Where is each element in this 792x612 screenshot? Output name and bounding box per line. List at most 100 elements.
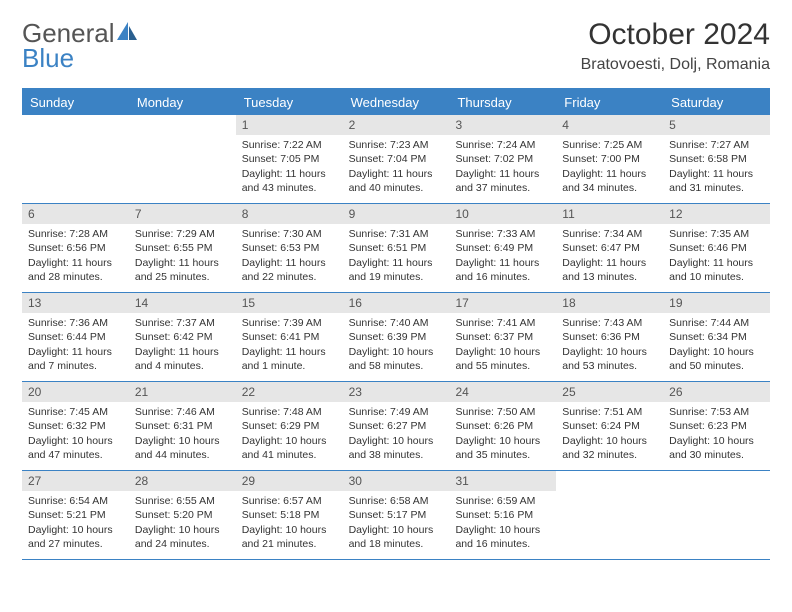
- cell-body: Sunrise: 6:57 AMSunset: 5:18 PMDaylight:…: [236, 491, 343, 557]
- cell-body: Sunrise: 7:23 AMSunset: 7:04 PMDaylight:…: [343, 135, 450, 201]
- day-number: 23: [343, 382, 450, 402]
- sunrise-text: Sunrise: 6:59 AM: [455, 494, 550, 508]
- sunrise-text: Sunrise: 7:28 AM: [28, 227, 123, 241]
- calendar-cell: 26Sunrise: 7:53 AMSunset: 6:23 PMDayligh…: [663, 382, 770, 470]
- calendar-cell: 10Sunrise: 7:33 AMSunset: 6:49 PMDayligh…: [449, 204, 556, 292]
- cell-body: Sunrise: 7:53 AMSunset: 6:23 PMDaylight:…: [663, 402, 770, 468]
- cell-body: Sunrise: 7:33 AMSunset: 6:49 PMDaylight:…: [449, 224, 556, 290]
- sunrise-text: Sunrise: 7:36 AM: [28, 316, 123, 330]
- sunset-text: Sunset: 6:32 PM: [28, 419, 123, 433]
- daylight-text: Daylight: 11 hours and 34 minutes.: [562, 167, 657, 195]
- daylight-text: Daylight: 11 hours and 16 minutes.: [455, 256, 550, 284]
- day-header-thursday: Thursday: [449, 90, 556, 115]
- sunset-text: Sunset: 6:39 PM: [349, 330, 444, 344]
- day-number: 10: [449, 204, 556, 224]
- sunrise-text: Sunrise: 7:22 AM: [242, 138, 337, 152]
- week-row: 1Sunrise: 7:22 AMSunset: 7:05 PMDaylight…: [22, 115, 770, 204]
- sunrise-text: Sunrise: 7:41 AM: [455, 316, 550, 330]
- logo-sail-icon: [117, 18, 139, 49]
- cell-body: Sunrise: 7:50 AMSunset: 6:26 PMDaylight:…: [449, 402, 556, 468]
- day-number: 6: [22, 204, 129, 224]
- location-text: Bratovoesti, Dolj, Romania: [581, 56, 770, 74]
- sunrise-text: Sunrise: 6:58 AM: [349, 494, 444, 508]
- calendar-cell: 31 Sunrise: 6:59 AMSunset: 5:16 PMDayligh…: [449, 471, 556, 559]
- calendar-cell: 20Sunrise: 7:45 AMSunset: 6:32 PMDayligh…: [22, 382, 129, 470]
- daylight-text: Daylight: 11 hours and 25 minutes.: [135, 256, 230, 284]
- sunrise-text: Sunrise: 7:35 AM: [669, 227, 764, 241]
- day-header-tuesday: Tuesday: [236, 90, 343, 115]
- daylight-text: Daylight: 11 hours and 10 minutes.: [669, 256, 764, 284]
- week-row: 6Sunrise: 7:28 AMSunset: 6:56 PMDaylight…: [22, 204, 770, 293]
- calendar-cell: 2Sunrise: 7:23 AMSunset: 7:04 PMDaylight…: [343, 115, 450, 203]
- day-header-sunday: Sunday: [22, 90, 129, 115]
- day-number: 14: [129, 293, 236, 313]
- daylight-text: Daylight: 10 hours and 18 minutes.: [349, 523, 444, 551]
- cell-body: Sunrise: 7:46 AMSunset: 6:31 PMDaylight:…: [129, 402, 236, 468]
- cell-body: Sunrise: 7:35 AMSunset: 6:46 PMDaylight:…: [663, 224, 770, 290]
- calendar-cell: 4Sunrise: 7:25 AMSunset: 7:00 PMDaylight…: [556, 115, 663, 203]
- calendar-cell: 15Sunrise: 7:39 AMSunset: 6:41 PMDayligh…: [236, 293, 343, 381]
- cell-body: Sunrise: 7:34 AMSunset: 6:47 PMDaylight:…: [556, 224, 663, 290]
- day-number: 18: [556, 293, 663, 313]
- calendar-cell: 30Sunrise: 6:58 AMSunset: 5:17 PMDayligh…: [343, 471, 450, 559]
- sunset-text: Sunset: 6:58 PM: [669, 152, 764, 166]
- daylight-text: Daylight: 11 hours and 28 minutes.: [28, 256, 123, 284]
- sunset-text: Sunset: 6:47 PM: [562, 241, 657, 255]
- sunrise-text: Sunrise: 7:53 AM: [669, 405, 764, 419]
- logo: GeneralBlue: [22, 18, 139, 74]
- day-number: 22: [236, 382, 343, 402]
- sunrise-text: Sunrise: 7:46 AM: [135, 405, 230, 419]
- daylight-text: Daylight: 11 hours and 43 minutes.: [242, 167, 337, 195]
- sunrise-text: Sunrise: 7:49 AM: [349, 405, 444, 419]
- calendar-cell: 17Sunrise: 7:41 AMSunset: 6:37 PMDayligh…: [449, 293, 556, 381]
- daylight-text: Daylight: 11 hours and 19 minutes.: [349, 256, 444, 284]
- daylight-text: Daylight: 11 hours and 31 minutes.: [669, 167, 764, 195]
- calendar-cell: 12Sunrise: 7:35 AMSunset: 6:46 PMDayligh…: [663, 204, 770, 292]
- daylight-text: Daylight: 10 hours and 30 minutes.: [669, 434, 764, 462]
- day-number: 29: [236, 471, 343, 491]
- day-number: 19: [663, 293, 770, 313]
- sunset-text: Sunset: 6:51 PM: [349, 241, 444, 255]
- day-number: 24: [449, 382, 556, 402]
- day-number: 31: [449, 471, 556, 491]
- sunset-text: Sunset: 5:17 PM: [349, 508, 444, 522]
- sunrise-text: Sunrise: 7:40 AM: [349, 316, 444, 330]
- daylight-text: Daylight: 10 hours and 16 minutes.: [455, 523, 550, 551]
- calendar: Sunday Monday Tuesday Wednesday Thursday…: [22, 88, 770, 560]
- sunrise-text: Sunrise: 7:50 AM: [455, 405, 550, 419]
- day-number: 9: [343, 204, 450, 224]
- daylight-text: Daylight: 11 hours and 22 minutes.: [242, 256, 337, 284]
- sunrise-text: Sunrise: 7:34 AM: [562, 227, 657, 241]
- daylight-text: Daylight: 10 hours and 27 minutes.: [28, 523, 123, 551]
- daylight-text: Daylight: 11 hours and 37 minutes.: [455, 167, 550, 195]
- sunset-text: Sunset: 6:24 PM: [562, 419, 657, 433]
- calendar-cell: [556, 471, 663, 559]
- sunrise-text: Sunrise: 6:54 AM: [28, 494, 123, 508]
- calendar-cell: 25Sunrise: 7:51 AMSunset: 6:24 PMDayligh…: [556, 382, 663, 470]
- day-number: 26: [663, 382, 770, 402]
- title-block: October 2024 Bratovoesti, Dolj, Romania: [581, 18, 770, 74]
- calendar-cell: 18Sunrise: 7:43 AMSunset: 6:36 PMDayligh…: [556, 293, 663, 381]
- daylight-text: Daylight: 10 hours and 50 minutes.: [669, 345, 764, 373]
- calendar-cell: 1Sunrise: 7:22 AMSunset: 7:05 PMDaylight…: [236, 115, 343, 203]
- daylight-text: Daylight: 10 hours and 24 minutes.: [135, 523, 230, 551]
- daylight-text: Daylight: 10 hours and 44 minutes.: [135, 434, 230, 462]
- calendar-cell: 14Sunrise: 7:37 AMSunset: 6:42 PMDayligh…: [129, 293, 236, 381]
- cell-body: Sunrise: 7:44 AMSunset: 6:34 PMDaylight:…: [663, 313, 770, 379]
- day-number: 7: [129, 204, 236, 224]
- sunset-text: Sunset: 7:02 PM: [455, 152, 550, 166]
- cell-body: Sunrise: 7:24 AMSunset: 7:02 PMDaylight:…: [449, 135, 556, 201]
- sunset-text: Sunset: 7:00 PM: [562, 152, 657, 166]
- calendar-cell: 24Sunrise: 7:50 AMSunset: 6:26 PMDayligh…: [449, 382, 556, 470]
- sunset-text: Sunset: 6:42 PM: [135, 330, 230, 344]
- calendar-cell: 6Sunrise: 7:28 AMSunset: 6:56 PMDaylight…: [22, 204, 129, 292]
- sunset-text: Sunset: 6:41 PM: [242, 330, 337, 344]
- cell-body: Sunrise: 7:49 AMSunset: 6:27 PMDaylight:…: [343, 402, 450, 468]
- sunset-text: Sunset: 6:34 PM: [669, 330, 764, 344]
- calendar-cell: [129, 115, 236, 203]
- day-number: 5: [663, 115, 770, 135]
- sunset-text: Sunset: 5:16 PM: [455, 508, 550, 522]
- daylight-text: Daylight: 10 hours and 53 minutes.: [562, 345, 657, 373]
- cell-body: Sunrise: 7:31 AMSunset: 6:51 PMDaylight:…: [343, 224, 450, 290]
- cell-body: Sunrise: 7:37 AMSunset: 6:42 PMDaylight:…: [129, 313, 236, 379]
